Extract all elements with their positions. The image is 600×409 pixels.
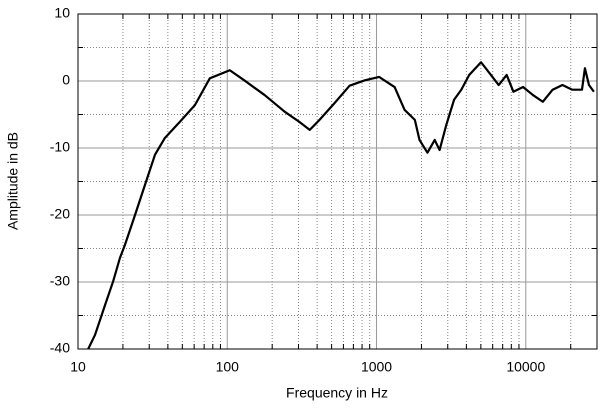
y-tick-label: -10: [50, 139, 70, 155]
x-tick-label: 100: [216, 359, 240, 375]
x-tick-label: 10000: [506, 359, 545, 375]
response-curve: [87, 61, 595, 350]
y-tick-label: -40: [50, 340, 70, 356]
y-tick-label: 0: [62, 72, 70, 88]
y-tick-label: -20: [50, 206, 70, 222]
x-axis-label: Frequency in Hz: [286, 385, 388, 401]
x-tick-label: 10: [70, 359, 86, 375]
plot-frame: [77, 13, 598, 350]
y-tick-label: 10: [54, 5, 70, 21]
x-tick-label: 1000: [361, 359, 392, 375]
y-tick-label: -30: [50, 273, 70, 289]
y-axis-label: Amplitude in dB: [5, 132, 21, 230]
